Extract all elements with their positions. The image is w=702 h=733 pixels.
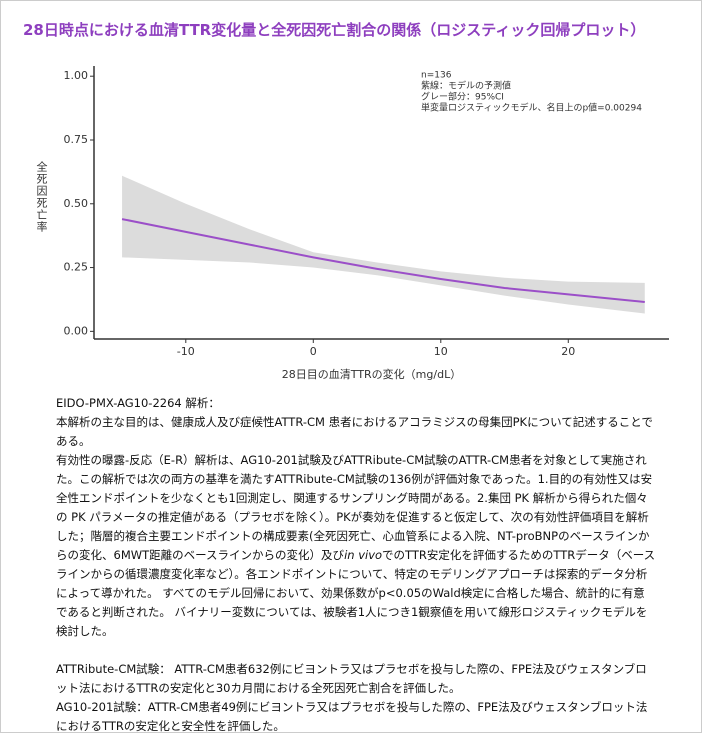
doc-text: 有効性の曝露-反応（E-R）解析は、AG10-201試験及びATTRibute-… (56, 453, 653, 562)
x-tick-label: 0 (310, 345, 317, 358)
doc-text: in vivo (344, 548, 383, 562)
x-tick-label: -10 (177, 345, 195, 358)
chart: 0.00 0.25 0.50 0.75 1.00 -10 0 10 20 28日目の血清TTRの変… (35, 66, 669, 381)
y-tick-label: 0.25 (64, 261, 89, 274)
x-tick-label: 20 (561, 345, 575, 358)
y-tick-label: 0.75 (64, 133, 89, 146)
annotation: 単変量ロジスティックモデル、名目上のp値=0.00294 (421, 102, 642, 114)
model-line (121, 218, 645, 304)
doc-text: でのTTR安定化を評価するためのTTRデータ（ベースラインからの循環濃度変化率な… (56, 548, 656, 638)
x-tick-label: 10 (434, 345, 448, 358)
doc-paragraph: ATTRibute-CM試験： ATTR-CM患者632例にビヨントラ又はプラセ… (56, 660, 656, 698)
doc-heading: EIDO-PMX-AG10-2264 解析： (56, 396, 220, 410)
y-tick-label: 1.00 (64, 69, 89, 82)
doc-paragraph: AG10-201試験：ATTR-CM患者49例にビヨントラ又はプラセボを投与した… (56, 698, 656, 733)
y-axis-label: 全死因死亡率 (35, 160, 48, 233)
doc-text: AG10-201試験：ATTR-CM患者49例にビヨントラ又はプラセボを投与した… (56, 700, 648, 733)
doc-text: 本解析の主な目的は、健康成人及び症候性ATTR-CM 患者におけるアコラミジスの… (56, 415, 653, 448)
y-tick-label: 0.00 (64, 324, 89, 337)
x-axis-label: 28日目の血清TTRの変化（mg/dL） (282, 367, 461, 381)
title: 28日時点における血清TTR変化量と全死因死亡割合の関係（ロジスティック回帰プロ… (23, 21, 646, 39)
doc-text: ATTRibute-CM試験： ATTR-CM患者632例にビヨントラ又はプラセ… (56, 662, 647, 695)
y-tick-label: 0.50 (64, 197, 89, 210)
doc-paragraph: 有効性の曝露-反応（E-R）解析は、AG10-201試験及びATTRibute-… (56, 451, 656, 641)
annotation: 紫線：モデルの予測値 (421, 80, 511, 92)
annotation: n=136 (421, 71, 452, 81)
annotation: グレー部分：95%CI (421, 91, 504, 103)
ci-band (122, 175, 645, 314)
document: EIDO-PMX-AG10-2264 解析： 本解析の主な目的は、健康成人及び症候… (56, 394, 656, 733)
doc-paragraph: 本解析の主な目的は、健康成人及び症候性ATTR-CM 患者におけるアコラミジスの… (56, 413, 656, 451)
